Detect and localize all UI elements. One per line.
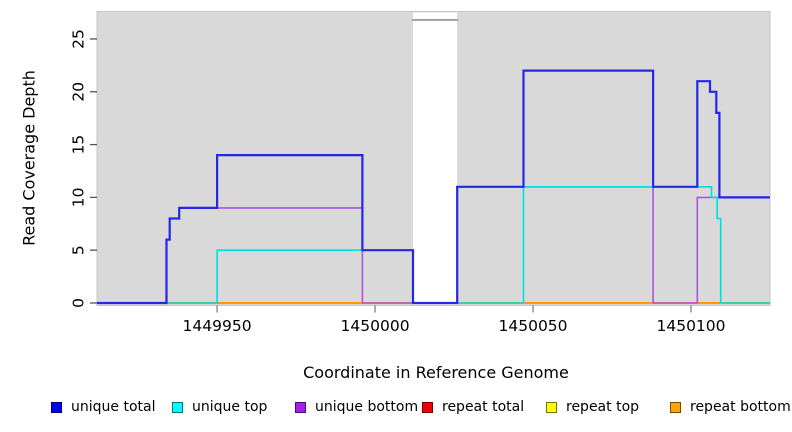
- legend: unique total unique top unique bottom re…: [0, 399, 792, 421]
- x-tick-label: 1450050: [499, 317, 568, 335]
- legend-item-repeat-total: repeat total: [422, 399, 524, 415]
- y-tick-label: 20: [70, 82, 88, 102]
- x-tick-label: 1449950: [183, 317, 252, 335]
- repeat-total-swatch-icon: [422, 401, 433, 413]
- y-axis-title: Read Coverage Depth: [19, 70, 39, 246]
- unique-top-swatch-icon: [172, 401, 183, 413]
- legend-label: repeat total: [442, 399, 525, 415]
- legend-item-unique-bottom: unique bottom: [295, 399, 418, 415]
- repeat-bottom-swatch-icon: [670, 401, 681, 413]
- unique-total-swatch-icon: [51, 401, 62, 413]
- legend-item-repeat-top: repeat top: [546, 399, 639, 415]
- series-line-unique-top: [97, 186, 770, 304]
- y-tick-label: 25: [70, 29, 88, 49]
- legend-label: unique bottom: [315, 399, 419, 415]
- repeat-top-swatch-icon: [546, 401, 557, 413]
- y-tick-label: 5: [70, 245, 88, 255]
- y-tick-label: 15: [70, 135, 88, 155]
- series-line-unique-total: [97, 69, 770, 305]
- y-tick-label: 0: [70, 298, 88, 308]
- unique-bottom-swatch-icon: [295, 401, 306, 413]
- x-tick-label: 1450000: [341, 317, 410, 335]
- legend-label: unique top: [192, 399, 268, 415]
- x-tick-label: 1450100: [656, 317, 725, 335]
- legend-item-unique-top: unique top: [172, 399, 267, 415]
- legend-item-unique-total: unique total: [51, 399, 155, 415]
- x-axis-title: Coordinate in Reference Genome: [303, 363, 569, 382]
- legend-item-repeat-bottom: repeat bottom: [670, 399, 791, 415]
- legend-label: repeat top: [566, 399, 640, 415]
- masked-region: [412, 12, 458, 305]
- y-tick-label: 10: [70, 187, 88, 207]
- legend-label: repeat bottom: [690, 399, 791, 415]
- legend-label: unique total: [71, 399, 156, 415]
